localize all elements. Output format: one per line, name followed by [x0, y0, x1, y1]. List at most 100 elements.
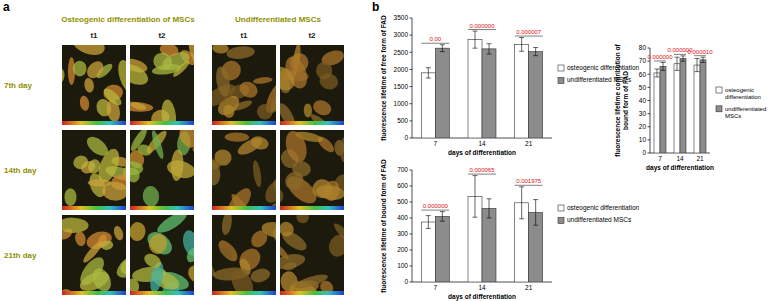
cell — [221, 215, 234, 236]
cell — [64, 188, 76, 206]
tick-label: 500 — [397, 117, 408, 124]
bar — [435, 48, 449, 138]
bars — [421, 176, 542, 282]
tick — [410, 52, 413, 53]
legend-label: undifferentiatedMSCs — [725, 106, 766, 119]
cell — [84, 58, 107, 81]
time-label: t2 — [308, 31, 316, 40]
error-bar — [681, 56, 686, 61]
bar — [654, 73, 660, 153]
cell — [112, 225, 125, 242]
cell — [295, 215, 310, 225]
cell — [293, 272, 329, 291]
micrograph — [62, 130, 126, 210]
tick — [410, 202, 413, 203]
cell — [223, 104, 235, 118]
color-scale — [212, 121, 276, 125]
legend-label: osteogenic differentiation — [567, 64, 640, 72]
cell — [253, 76, 273, 85]
color-scale — [212, 206, 276, 210]
tick — [648, 139, 651, 140]
error-cap — [655, 69, 660, 70]
legend-swatch — [716, 106, 722, 112]
color-scale — [130, 291, 194, 295]
bar — [482, 208, 496, 282]
error-cap — [519, 218, 524, 219]
error-cap — [519, 51, 524, 52]
cell — [62, 67, 66, 85]
row-label: 14th day — [4, 166, 37, 175]
cell — [83, 77, 95, 93]
cell — [225, 132, 250, 142]
cell — [315, 183, 344, 201]
micrograph — [212, 130, 276, 210]
error-cap — [675, 70, 680, 71]
tick-label: 20 — [639, 123, 647, 130]
color-scale — [130, 121, 194, 125]
cell — [280, 219, 296, 239]
error-stem — [428, 216, 429, 229]
panel-label: a — [3, 0, 10, 14]
tick-label: 1500 — [394, 83, 409, 90]
tick-label: 80 — [639, 44, 647, 51]
annotation: 0.00 — [429, 36, 441, 42]
error-cap — [440, 221, 445, 222]
error-cap — [473, 217, 478, 218]
cell — [275, 159, 276, 182]
error-cap — [533, 55, 538, 56]
error-bar — [426, 68, 431, 78]
axis-title: days of differentiation — [646, 164, 714, 172]
axis-title: days of differentiation — [448, 293, 516, 301]
axis-title: fluorescence lifetime of bound form of F… — [380, 159, 387, 293]
error-bar — [426, 216, 431, 229]
error-cap — [473, 48, 478, 49]
tick — [648, 87, 651, 88]
cell — [212, 45, 229, 54]
cell — [84, 133, 112, 159]
error-cap — [440, 211, 445, 212]
tick-label: 14 — [478, 284, 486, 291]
cell — [215, 237, 241, 264]
annotation: 0.000000 — [647, 54, 673, 60]
error-cap — [519, 37, 524, 38]
error-bar — [695, 59, 700, 72]
annotation: 0.000007 — [516, 29, 542, 35]
cell — [185, 246, 194, 264]
error-stem — [677, 57, 678, 70]
text-line: osteogenic — [725, 87, 754, 93]
row-label: 21th day — [4, 251, 37, 260]
axis-title: fluorescence lifetime contribution ofbou… — [614, 44, 628, 157]
text-line: undifferentiated MSCs — [567, 216, 632, 223]
tick — [410, 35, 413, 36]
micrograph — [280, 130, 344, 210]
cell — [150, 130, 166, 160]
color-scale — [130, 206, 194, 210]
error-stem — [657, 69, 658, 77]
micrograph — [280, 215, 344, 295]
error-cap — [519, 186, 524, 187]
tick-label: 14 — [676, 155, 684, 162]
error-stem — [535, 47, 536, 55]
cell — [150, 50, 175, 74]
cell — [311, 97, 334, 118]
text-line: differentiation — [725, 94, 761, 100]
cell — [154, 215, 189, 236]
tick-label: 3500 — [394, 14, 409, 21]
bracket — [515, 36, 543, 37]
cell — [142, 251, 164, 271]
panel-a: aOsteogenic differentiation of MSCst1t2U… — [3, 0, 374, 301]
time-label: t1 — [90, 31, 98, 40]
tick-label: 7 — [434, 284, 438, 291]
error-stem — [521, 187, 522, 219]
tick — [648, 100, 651, 101]
error-bar — [487, 199, 492, 218]
tick — [410, 250, 413, 251]
error-bar — [533, 200, 538, 226]
color-scale — [280, 206, 344, 210]
tick-label: 21 — [696, 155, 704, 162]
color-scale — [62, 291, 126, 295]
micrograph-bg — [212, 45, 276, 125]
error-cap — [661, 62, 666, 63]
error-cap — [695, 58, 700, 59]
legend-swatch — [558, 65, 564, 71]
